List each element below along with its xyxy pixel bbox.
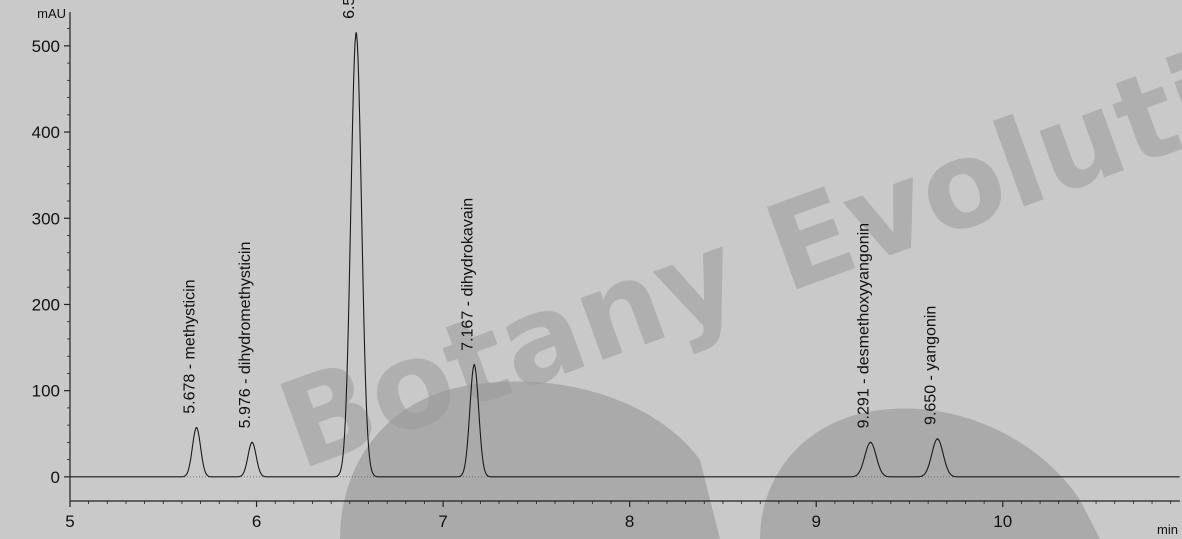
y-unit-label: mAU <box>37 6 66 21</box>
y-tick-label: 200 <box>32 295 60 314</box>
watermark: Botany Evolution <box>262 0 1182 539</box>
y-tick-label: 100 <box>32 382 60 401</box>
peak-apex-marker <box>355 32 357 34</box>
y-tick-label: 400 <box>32 123 60 142</box>
peak-label: 5.976 - dihydromethysticin <box>237 242 254 429</box>
peak-label: 5.678 - methysticin <box>181 279 198 413</box>
peak-label: 7.167 - dihydrokavain <box>459 198 476 351</box>
peak-label: 6.534 - kavain <box>341 0 358 19</box>
peak-apex-marker <box>869 441 872 444</box>
x-tick-label: 8 <box>625 512 634 531</box>
y-tick-label: 500 <box>32 37 60 56</box>
y-tick-label: 0 <box>51 468 60 487</box>
x-unit-label: min <box>1157 522 1178 537</box>
peak-apex-marker <box>473 364 476 366</box>
chromatogram-trace <box>70 33 1180 478</box>
x-tick-label: 9 <box>811 512 820 531</box>
peak-apex-marker <box>251 441 253 444</box>
watermark-logo <box>340 381 1100 539</box>
peak-apex-marker <box>195 426 198 429</box>
x-tick-label: 10 <box>993 512 1012 531</box>
y-tick-label: 300 <box>32 209 60 228</box>
trace-layer <box>70 32 1180 478</box>
x-tick-label: 7 <box>438 512 447 531</box>
x-tick-label: 6 <box>252 512 261 531</box>
peak-labels: 5.678 - methysticin 5.976 - dihydromethys… <box>181 0 939 428</box>
watermark-text: Botany Evolution <box>262 0 1182 497</box>
peak-apex-marker <box>936 438 939 440</box>
peak-label: 9.650 - yangonin <box>922 306 939 425</box>
x-tick-label: 5 <box>65 512 74 531</box>
peak-label: 9.291 - desmethoxyyangonin <box>856 223 873 428</box>
